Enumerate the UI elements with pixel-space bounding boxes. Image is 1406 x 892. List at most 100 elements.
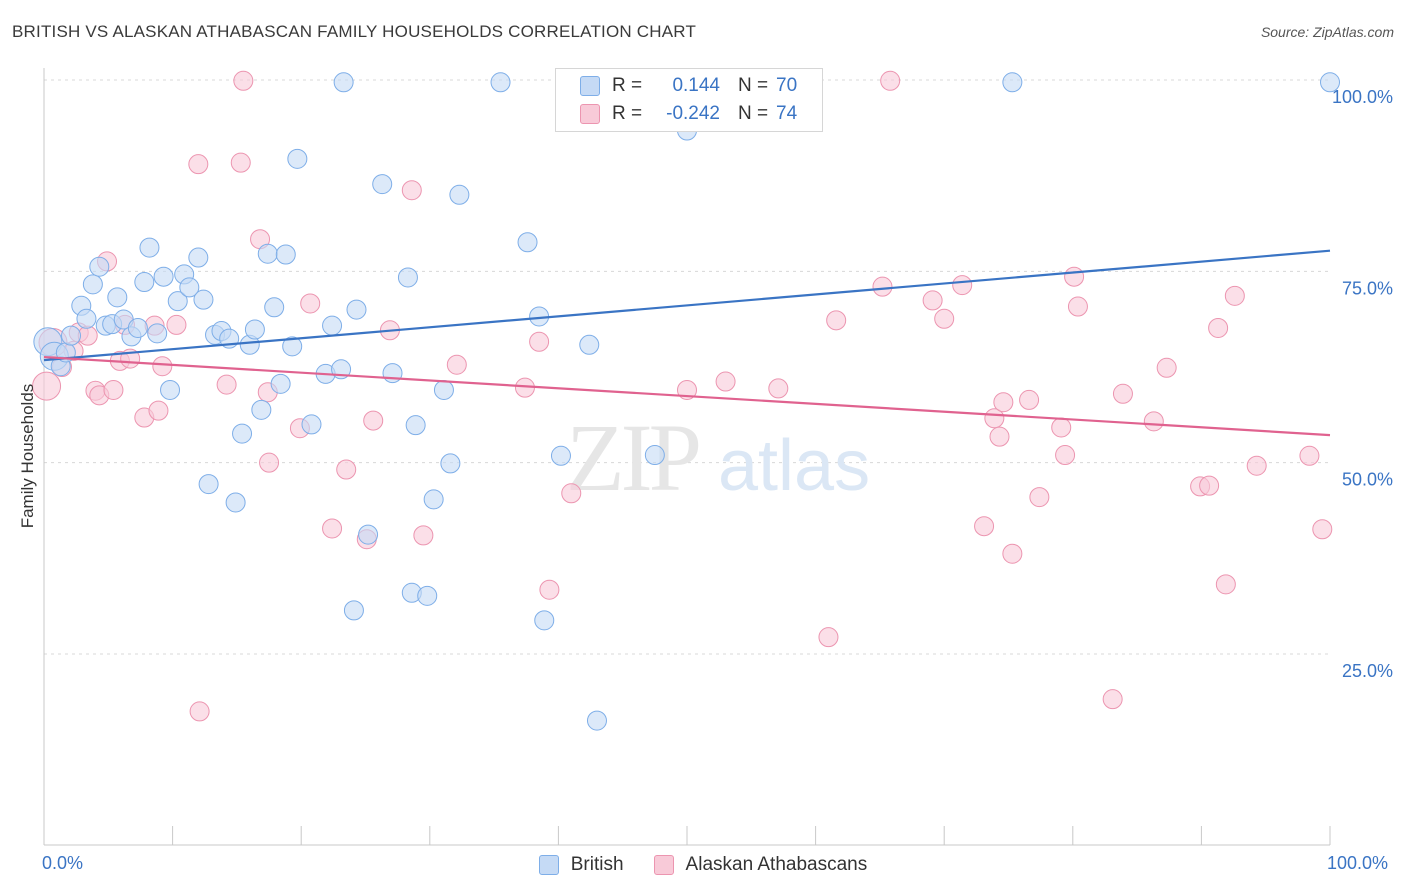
scatter-point xyxy=(534,610,555,631)
watermark-atlas: atlas xyxy=(718,426,870,506)
scatter-point xyxy=(1112,383,1133,404)
scatter-point xyxy=(358,524,379,545)
scatter-point xyxy=(880,70,901,91)
scatter-point xyxy=(76,308,97,329)
scatter-point xyxy=(579,334,600,355)
scatter-point xyxy=(147,323,168,344)
y-axis-label: Family Households xyxy=(18,383,37,529)
scatter-point xyxy=(103,379,124,400)
scatter-point xyxy=(1029,487,1050,508)
scatter-point xyxy=(539,579,560,600)
scatter-point xyxy=(193,289,214,310)
scatter-point xyxy=(1067,296,1088,317)
scatter-point xyxy=(1102,689,1123,710)
scatter-point xyxy=(397,267,418,288)
scatter-point xyxy=(872,276,893,297)
scatter-point xyxy=(413,525,434,546)
scatter-point xyxy=(529,331,550,352)
scatter-point xyxy=(423,489,444,510)
scatter-point xyxy=(1143,411,1164,432)
scatter-point xyxy=(189,701,210,722)
y-tick-labels: 25.0% 50.0% 75.0% 100.0% xyxy=(1332,87,1393,681)
scatter-point xyxy=(586,710,607,731)
scatter-point xyxy=(715,371,736,392)
legend-r-label: R = xyxy=(612,75,643,96)
legend-row-alaskan-athabascans: R = -0.242 N = 74 xyxy=(580,101,797,127)
scatter-point xyxy=(282,336,303,357)
scatter-point xyxy=(225,492,246,513)
scatter-point xyxy=(993,392,1014,413)
x-tick-label-max: 100.0% xyxy=(1327,853,1389,873)
scatter-point xyxy=(1215,574,1236,595)
scatter-point xyxy=(1208,317,1229,338)
scatter-point xyxy=(264,297,285,318)
scatter-point xyxy=(989,426,1010,447)
scatter-point xyxy=(343,600,364,621)
scatter-point xyxy=(561,483,582,504)
scatter-point xyxy=(644,445,665,466)
scatter-point xyxy=(517,232,538,253)
legend-r-label: R = xyxy=(612,103,643,124)
scatter-point xyxy=(127,317,148,338)
scatter-point xyxy=(1156,357,1177,378)
legend-label-british: British xyxy=(570,854,624,875)
scatter-point xyxy=(363,410,384,431)
scatter-point xyxy=(1051,417,1072,438)
y-tick-label: 25.0% xyxy=(1342,661,1393,681)
scatter-point xyxy=(166,314,187,335)
scatter-point xyxy=(287,148,308,169)
scatter-point xyxy=(188,247,209,268)
legend-item-british[interactable]: British xyxy=(538,852,624,878)
scatter-point xyxy=(134,272,155,293)
y-tick-label: 100.0% xyxy=(1332,87,1393,107)
scatter-point xyxy=(768,378,789,399)
series-british-points xyxy=(33,72,1340,731)
scatter-point xyxy=(257,243,278,264)
scatter-point xyxy=(1002,543,1023,564)
trend-line-alaskan-athabascans xyxy=(43,355,1331,437)
legend-n-label: N = xyxy=(738,103,769,124)
axes xyxy=(43,68,1331,846)
trend-line-british xyxy=(43,249,1331,362)
legend-swatch-alaskan-athabascans xyxy=(580,104,600,124)
scatter-point xyxy=(974,516,995,537)
scatter-point xyxy=(322,315,343,336)
legend-label-alaskan-athabascans: Alaskan Athabascans xyxy=(685,854,868,875)
scatter-point xyxy=(934,308,955,329)
legend-n-label: N = xyxy=(738,75,769,96)
scatter-point xyxy=(1055,445,1076,466)
scatter-point xyxy=(446,354,467,375)
trend-lines xyxy=(43,249,1331,437)
legend-row-british: R = 0.144 N = 70 xyxy=(580,73,797,99)
scatter-point xyxy=(82,274,103,295)
watermark: ZIP atlas xyxy=(566,404,870,511)
scatter-point xyxy=(382,363,403,384)
scatter-point xyxy=(818,627,839,648)
scatter-point xyxy=(1002,72,1023,93)
legend-r-value: 0.144 xyxy=(672,75,720,96)
scatter-point xyxy=(216,374,237,395)
y-tick-label: 50.0% xyxy=(1342,470,1393,490)
scatter-point xyxy=(1224,285,1245,306)
scatter-point xyxy=(1299,445,1320,466)
scatter-point xyxy=(346,299,367,320)
legend-swatch-alaskan-athabascans xyxy=(653,855,674,875)
scatter-point xyxy=(1064,266,1085,287)
watermark-zip: ZIP xyxy=(566,404,699,511)
scatter-point xyxy=(417,585,438,606)
scatter-point xyxy=(1320,72,1340,93)
legend-item-alaskan-athabascans[interactable]: Alaskan Athabascans xyxy=(653,852,868,878)
scatter-point xyxy=(372,174,393,195)
scatter-point xyxy=(230,152,251,173)
legend-swatch-british xyxy=(580,76,600,96)
scatter-point xyxy=(153,266,174,287)
scatter-point xyxy=(490,72,511,93)
scatter-point xyxy=(433,379,454,400)
scatter-point xyxy=(89,256,110,277)
scatter-point xyxy=(32,371,62,401)
scatter-point xyxy=(160,379,181,400)
scatter-point xyxy=(259,452,280,473)
scatter-point xyxy=(301,414,322,435)
scatter-point xyxy=(550,445,571,466)
